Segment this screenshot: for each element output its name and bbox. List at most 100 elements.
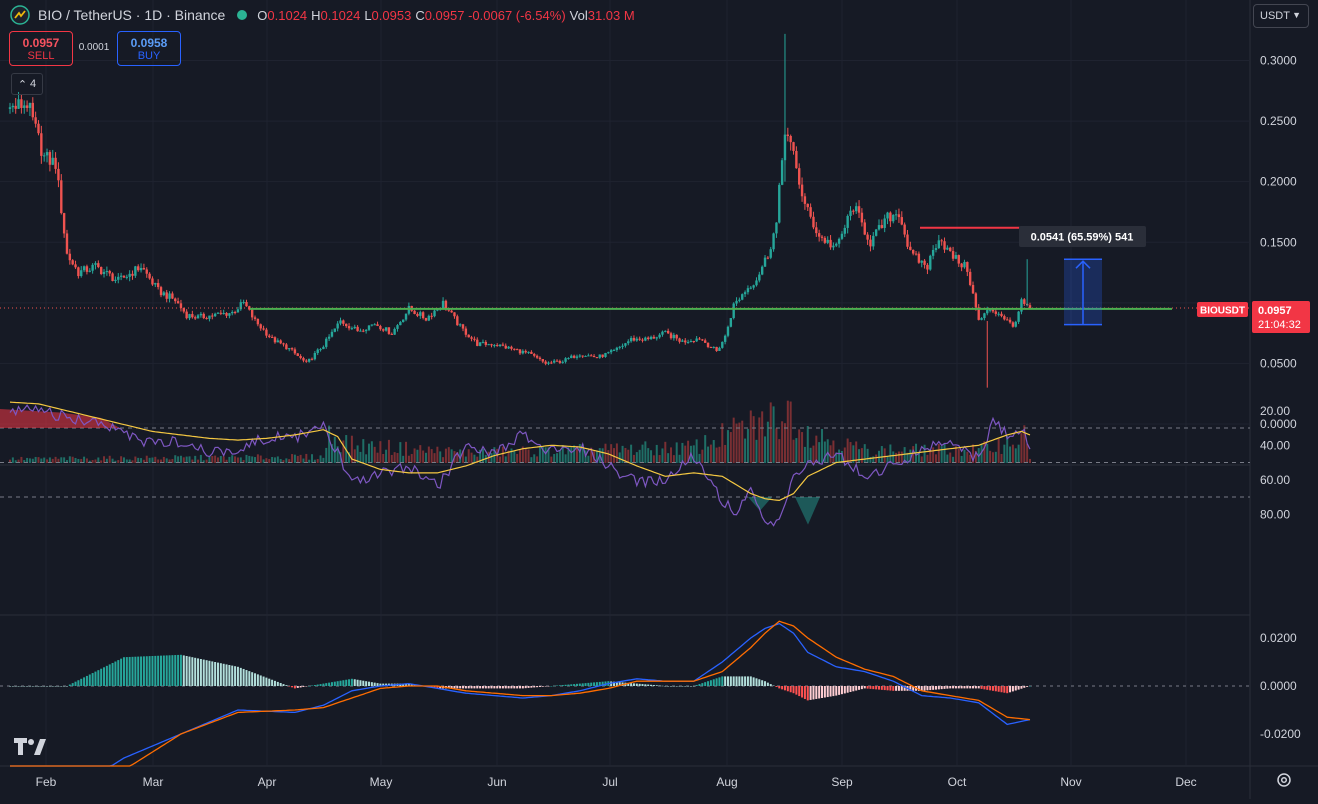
- candle-body: [909, 246, 912, 250]
- macd-histogram-bar: [208, 660, 211, 686]
- volume-bar: [983, 441, 986, 463]
- candle-body: [490, 344, 493, 346]
- volume-bar: [407, 455, 410, 463]
- volume-bar: [239, 457, 242, 463]
- macd-histogram-bar: [689, 686, 692, 687]
- candle-body: [746, 288, 750, 293]
- macd-histogram-bar: [191, 657, 194, 686]
- candle-body: [535, 355, 539, 358]
- candle-body: [812, 216, 815, 228]
- volume-bar: [895, 452, 898, 463]
- macd-histogram-bar: [185, 656, 188, 686]
- candle-body: [817, 233, 821, 237]
- chevron-down-icon: ▼: [1292, 10, 1301, 20]
- macd-histogram-bar: [974, 686, 977, 689]
- candle-body: [826, 239, 829, 243]
- candle-body: [857, 206, 861, 213]
- candle-body: [943, 241, 946, 250]
- volume-bar: [370, 441, 373, 463]
- symbol-title[interactable]: BIO / TetherUS · 1D · Binance: [38, 7, 226, 23]
- indicators-toggle-button[interactable]: ⌃ 4: [11, 73, 43, 95]
- candle-body: [97, 263, 100, 267]
- macd-histogram-bar: [986, 686, 989, 690]
- volume-bar: [761, 411, 764, 463]
- volume-bar: [806, 426, 809, 463]
- buy-button[interactable]: 0.0958 BUY: [117, 31, 181, 66]
- candle-body: [162, 292, 166, 296]
- volume-bar: [618, 452, 621, 463]
- macd-histogram-bar: [122, 657, 125, 686]
- volume-bar: [900, 451, 903, 463]
- sell-button[interactable]: 0.0957 SELL: [9, 31, 73, 66]
- candle-body: [117, 276, 120, 280]
- volume-bar: [197, 459, 200, 463]
- volume-bar: [273, 457, 276, 463]
- settings-gear-icon[interactable]: [1276, 772, 1292, 788]
- candle-body: [533, 353, 536, 356]
- candle-body: [77, 267, 80, 277]
- candle-body: [703, 340, 707, 343]
- macd-histogram-bar: [436, 686, 439, 689]
- macd-histogram-bar: [68, 684, 71, 686]
- volume-bar: [1029, 458, 1031, 463]
- candle-body: [510, 346, 513, 349]
- volume-bar: [920, 456, 923, 463]
- macd-histogram-bar: [236, 666, 239, 686]
- volume-bar: [963, 449, 966, 463]
- macd-histogram-bar: [715, 678, 718, 686]
- volume-bar: [171, 458, 174, 463]
- currency-select[interactable]: USDT ▼: [1253, 4, 1309, 28]
- macd-histogram-bar: [17, 686, 20, 687]
- candle-body: [960, 263, 963, 268]
- candle-body: [102, 271, 106, 274]
- candle-body: [649, 336, 653, 339]
- candle-body: [971, 284, 975, 294]
- macd-histogram-bar: [356, 679, 359, 686]
- volume-bar: [202, 460, 205, 463]
- macd-histogram-bar: [222, 663, 225, 686]
- volume-bar: [473, 454, 476, 463]
- volume-bar: [499, 456, 502, 463]
- volume-bar: [994, 451, 997, 463]
- volume-bar: [385, 449, 388, 463]
- volume-bar: [481, 448, 484, 463]
- macd-histogram-bar: [960, 686, 963, 689]
- volume-bar: [37, 457, 40, 463]
- macd-histogram-bar: [581, 683, 584, 686]
- candle-body: [185, 311, 188, 319]
- macd-histogram-bar: [724, 676, 727, 686]
- macd-histogram-bar: [795, 686, 798, 695]
- macd-histogram-bar: [675, 686, 678, 687]
- volume-bar: [650, 450, 653, 463]
- volume-bar: [724, 444, 727, 463]
- volume-bar: [179, 455, 182, 463]
- volume-bar: [587, 455, 590, 463]
- macd-histogram-bar: [826, 686, 829, 698]
- candle-body: [205, 318, 208, 320]
- candle-body: [980, 318, 983, 320]
- measure-label-bg: [1019, 226, 1146, 247]
- volume-bar: [436, 446, 439, 463]
- candle-body: [336, 323, 339, 329]
- macd-histogram-bar: [934, 686, 937, 690]
- volume-bar: [1020, 433, 1023, 463]
- volume-bar: [279, 459, 282, 463]
- macd-histogram-bar: [932, 686, 935, 690]
- volume-bar: [544, 447, 547, 463]
- macd-histogram-bar: [199, 659, 202, 686]
- candle-body: [712, 346, 715, 348]
- volume-bar: [442, 457, 445, 463]
- macd-histogram-bar: [575, 683, 578, 686]
- volume-bar: [709, 444, 712, 463]
- volume-bar: [783, 423, 786, 463]
- volume-bar: [838, 449, 841, 463]
- macd-histogram-bar: [1029, 686, 1031, 687]
- volume-bar: [405, 441, 408, 463]
- candle-body: [473, 338, 476, 340]
- macd-histogram-bar: [963, 686, 966, 689]
- macd-histogram-bar: [940, 686, 943, 690]
- macd-histogram-bar: [464, 686, 467, 689]
- macd-histogram-bar: [370, 682, 373, 686]
